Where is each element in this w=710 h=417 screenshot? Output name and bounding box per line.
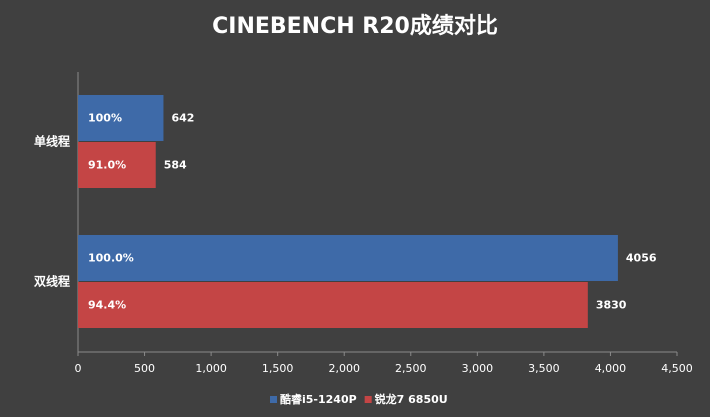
x-tick-label: 2,000 [328,362,360,375]
chart-title: CINEBENCH R20成绩对比 [212,13,498,39]
x-tick-label: 500 [134,362,155,375]
value-label: 4056 [626,252,657,265]
x-tick-label: 3,000 [462,362,494,375]
x-tick-label: 1,500 [262,362,294,375]
x-tick-label: 1,000 [195,362,227,375]
value-label: 642 [171,112,194,125]
x-tick-label: 2,500 [395,362,427,375]
legend-swatch [364,396,372,403]
legend-swatch [270,396,277,403]
bar-inner-label: 100% [88,112,122,125]
bar-inner-label: 100.0% [88,252,134,265]
x-tick-label: 3,500 [528,362,560,375]
x-tick-label: 4,500 [661,362,693,375]
legend-label: 锐龙7 6850U [375,392,448,406]
value-label: 3830 [596,299,627,312]
bar-inner-label: 91.0% [88,159,126,172]
y-tick-label: 双线程 [34,274,70,289]
x-tick-label: 0 [75,362,82,375]
bar [78,142,156,188]
legend-label: 酷睿i5-1240P [280,392,357,406]
bar-inner-label: 94.4% [88,299,126,312]
x-tick-label: 4,000 [595,362,627,375]
value-label: 584 [164,159,187,172]
y-tick-label: 单线程 [34,134,70,149]
bar [78,282,588,328]
bar [78,95,164,141]
bar [78,235,618,281]
